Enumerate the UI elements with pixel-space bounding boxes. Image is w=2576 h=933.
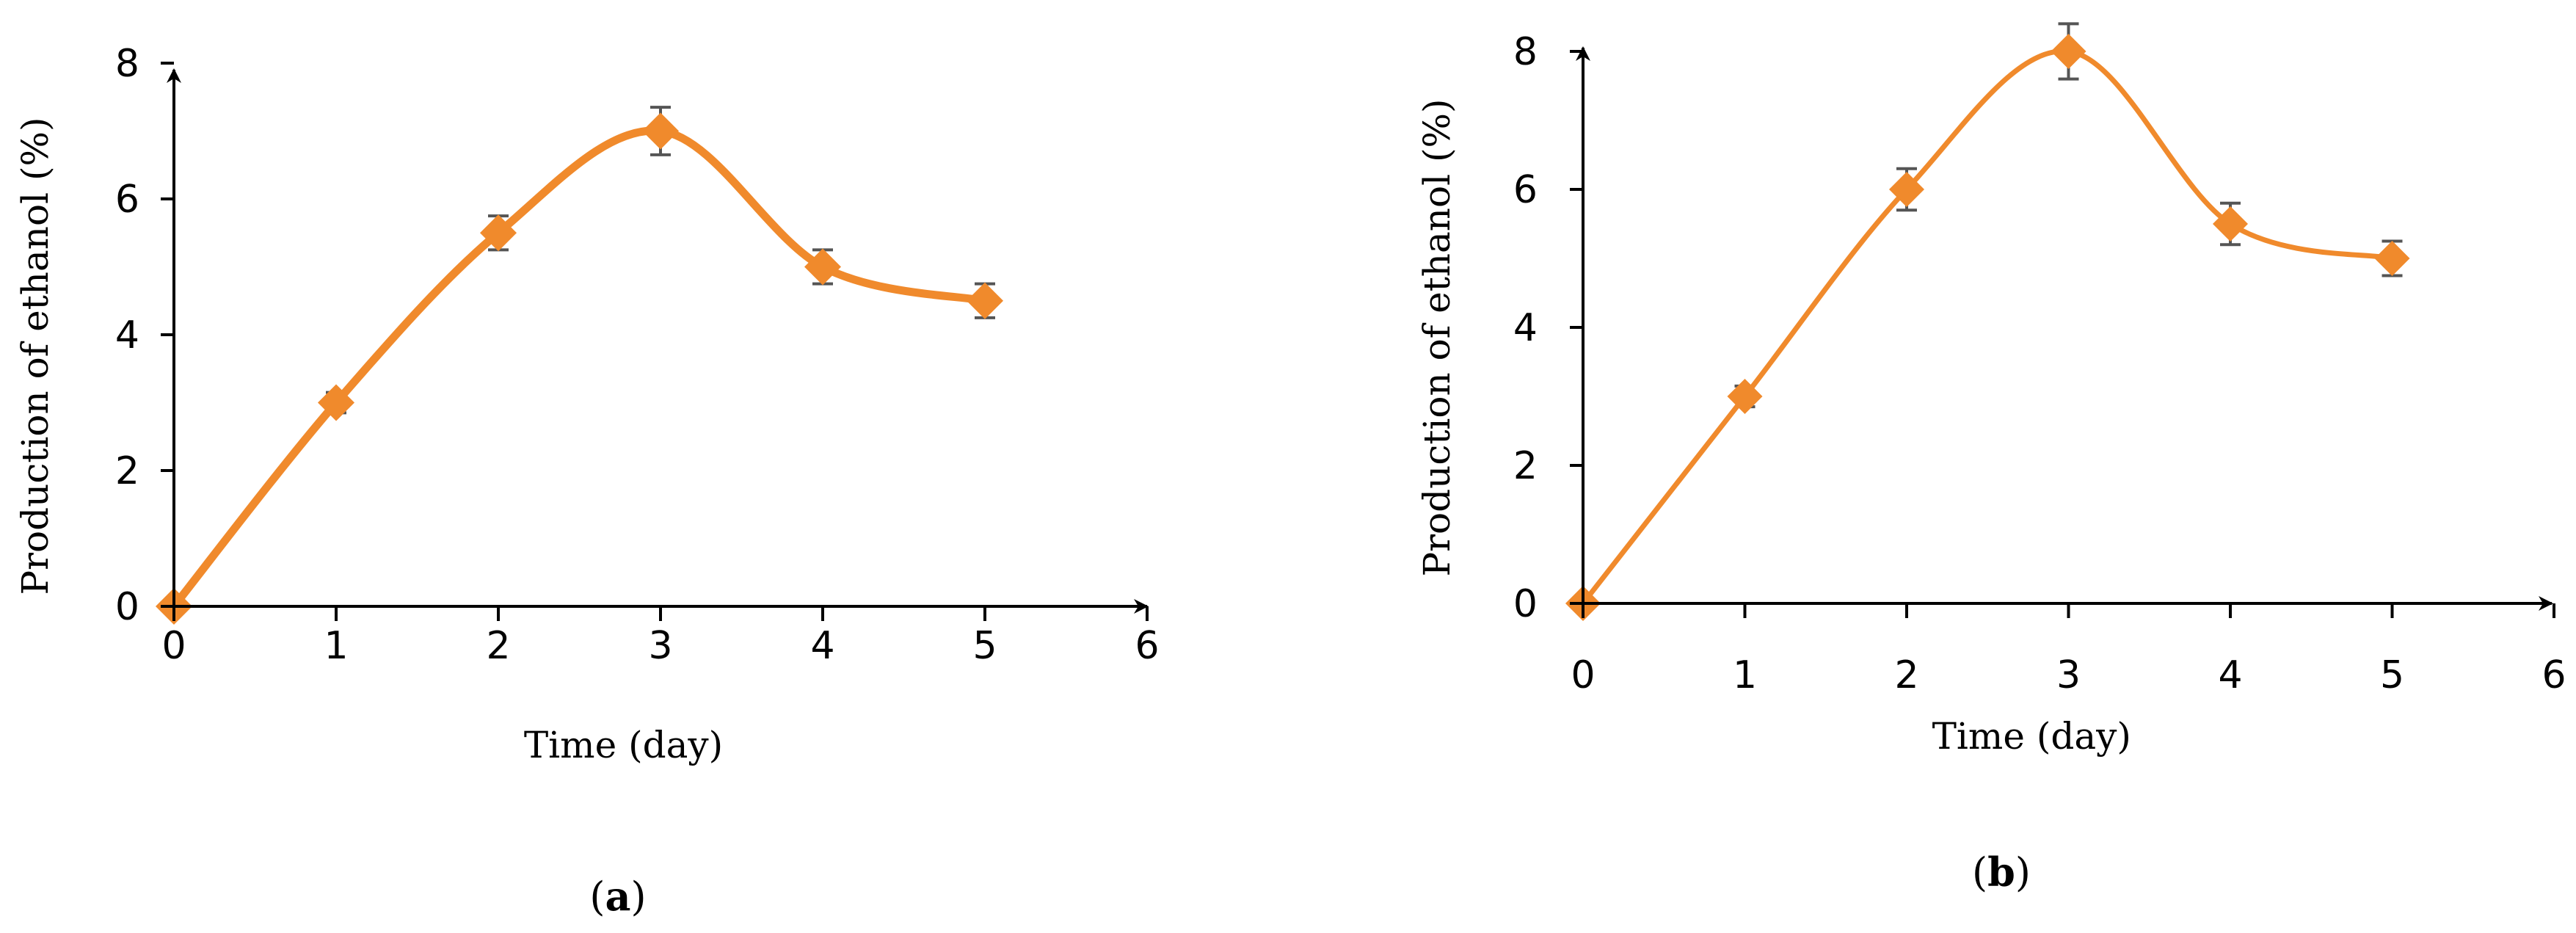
x-tick-label: 3 <box>2056 653 2081 697</box>
y-tick-label: 2 <box>115 449 139 493</box>
x-tick-labels: 0 1 2 3 4 5 6 <box>161 624 1159 668</box>
x-tick-label: 1 <box>324 624 348 668</box>
y-tick-label: 2 <box>1513 444 1538 488</box>
y-tick-label: 0 <box>1513 582 1538 626</box>
series-line <box>1580 48 2395 606</box>
y-axis-label: Production of ethanol (%) <box>14 117 57 595</box>
x-tick-label: 2 <box>1894 653 1918 697</box>
data-point-marker <box>480 214 517 252</box>
data-point-marker <box>967 282 1003 319</box>
y-tick-marks <box>1570 50 1583 605</box>
data-point-marker <box>318 384 354 421</box>
panel-label-letter: a <box>605 873 631 920</box>
data-point-marker <box>2213 206 2248 242</box>
x-tick-label: 2 <box>486 624 510 668</box>
x-tick-label: 0 <box>1571 653 1595 697</box>
chart-panel-b: 0 1 2 3 4 5 6 0 2 4 6 8 Time (day) Production of e… <box>1416 22 2566 896</box>
panel-label: (b) <box>1972 849 2031 896</box>
data-point-marker <box>1727 379 1763 414</box>
y-tick-labels: 0 2 4 6 8 <box>115 42 139 629</box>
y-tick-label: 6 <box>1513 168 1538 212</box>
y-tick-label: 6 <box>115 178 139 222</box>
x-tick-label: 5 <box>972 624 997 668</box>
y-tick-label: 0 <box>115 585 139 629</box>
y-tick-labels: 0 2 4 6 8 <box>1513 30 1538 626</box>
x-tick-label: 4 <box>810 624 834 668</box>
y-tick-label: 8 <box>1513 30 1538 74</box>
x-tick-label: 6 <box>2542 653 2566 697</box>
error-bars <box>1734 22 2403 409</box>
data-point-marker <box>2374 241 2410 276</box>
panel-label-paren-close: ) <box>2015 849 2031 896</box>
x-tick-label: 5 <box>2380 653 2404 697</box>
y-tick-label: 4 <box>115 313 139 357</box>
panel-label-paren-open: ( <box>589 874 605 920</box>
x-axis-label: Time (day) <box>1932 715 2131 758</box>
data-point-marker <box>804 248 841 286</box>
data-points <box>1565 34 2410 621</box>
panel-label: (a) <box>589 873 646 920</box>
panel-label-letter: b <box>1987 849 2015 896</box>
x-tick-label: 1 <box>1733 653 1757 697</box>
data-point-marker <box>1889 172 1924 207</box>
y-axis-label: Production of ethanol (%) <box>1416 98 1458 576</box>
data-point-marker <box>642 112 679 150</box>
x-tick-label: 3 <box>648 624 672 668</box>
x-tick-marks <box>1582 603 2555 618</box>
error-bars <box>326 106 995 415</box>
y-tick-label: 8 <box>115 42 139 86</box>
y-tick-marks <box>161 62 174 608</box>
x-tick-marks <box>172 606 1149 621</box>
data-points <box>156 112 1003 625</box>
panel-label-paren-close: ) <box>631 874 647 920</box>
x-tick-label: 4 <box>2218 653 2242 697</box>
x-tick-labels: 0 1 2 3 4 5 6 <box>1571 653 2566 697</box>
x-axis-label: Time (day) <box>524 724 723 766</box>
panel-label-paren-open: ( <box>1972 849 1987 896</box>
x-tick-label: 6 <box>1135 624 1159 668</box>
data-point-marker <box>2051 34 2086 69</box>
chart-panel-a: 0 1 2 3 4 5 6 0 2 4 6 8 Time (day) Production of e… <box>14 42 1160 920</box>
series-line <box>170 126 989 611</box>
y-tick-label: 4 <box>1513 306 1538 350</box>
x-tick-label: 0 <box>161 624 186 668</box>
